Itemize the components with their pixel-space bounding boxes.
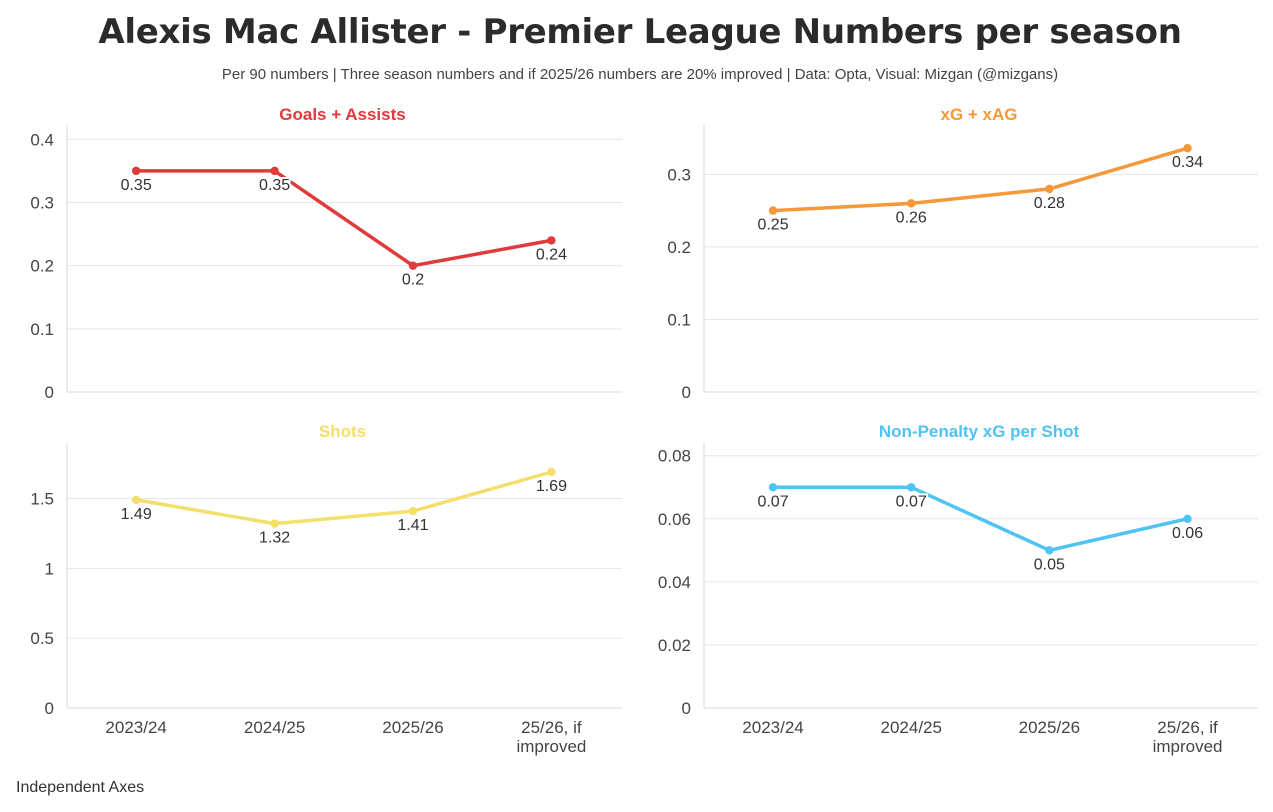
chart-panel-3: Shots 0 0.5 1 1.5 1.49 1.32 1.41 1.69 2023/24 2024…	[30, 422, 622, 756]
data-label: 0.25	[757, 217, 788, 234]
page-subtitle: Per 90 numbers | Three season numbers an…	[221, 66, 1059, 83]
panel-title: xG + xAG	[940, 105, 1017, 124]
y-tick-label: 1	[45, 559, 54, 578]
panel-title: Goals + Assists	[279, 105, 405, 124]
series-line	[134, 470, 554, 526]
panel-title: Non-Penalty xG per Shot	[879, 422, 1080, 441]
chart-panel-4: Non-Penalty xG per Shot 0 0.02 0.04 0.06 0.08…	[658, 422, 1258, 756]
y-tick-label: 0.1	[30, 320, 54, 339]
data-point[interactable]	[547, 236, 556, 245]
series-line	[771, 485, 1190, 553]
x-tick-label: 25/26, if improved	[1153, 718, 1223, 756]
y-tick-label: 0.1	[667, 310, 691, 329]
data-label: 1.41	[397, 517, 428, 534]
data-point[interactable]	[768, 483, 778, 492]
data-label: 0.24	[536, 246, 567, 263]
y-tick-label: 0.2	[667, 238, 691, 257]
chart-panel-2: xG + xAG 0 0.1 0.2 0.3 0.25 0.26 0.28 0.34	[667, 105, 1258, 402]
data-label: 0.35	[121, 177, 152, 194]
data-label: 0.26	[896, 209, 927, 226]
y-tick-label: 0	[45, 383, 54, 402]
data-point[interactable]	[131, 495, 141, 505]
data-point[interactable]	[1045, 184, 1054, 194]
x-tick-label: 2025/26	[1019, 718, 1080, 737]
chart-panel-1: Goals + Assists 0 0.1 0.2 0.3 0.4 0.35 0.35 0.2 0…	[30, 105, 622, 402]
x-tick-label: 2024/25	[881, 718, 942, 737]
axes-note: Independent Axes	[16, 779, 145, 796]
data-label: 0.07	[757, 493, 788, 510]
y-tick-label: 0.02	[658, 636, 691, 655]
y-tick-label: 0.2	[30, 257, 54, 276]
data-point[interactable]	[270, 166, 279, 176]
data-point[interactable]	[1183, 144, 1192, 153]
y-tick-label: 0.3	[667, 165, 691, 184]
y-tick-label: 1.5	[30, 489, 54, 508]
data-label: 0.34	[1172, 154, 1203, 171]
data-label: 1.69	[536, 478, 567, 495]
data-point[interactable]	[1045, 546, 1054, 555]
data-point[interactable]	[408, 506, 418, 516]
y-tick-label: 0	[682, 383, 691, 402]
data-label: 0.06	[1172, 525, 1203, 542]
data-point[interactable]	[408, 261, 418, 270]
data-point[interactable]	[131, 166, 141, 176]
x-tick-label: 2023/24	[105, 718, 166, 737]
y-tick-label: 0.5	[30, 629, 54, 648]
x-tick-label: 2023/24	[742, 718, 803, 737]
y-tick-label: 0.08	[658, 447, 691, 466]
data-label: 0.05	[1034, 556, 1065, 573]
data-label: 0.2	[402, 272, 424, 289]
data-point[interactable]	[907, 199, 916, 208]
y-tick-label: 0	[682, 699, 691, 718]
data-label: 1.32	[259, 530, 290, 547]
x-tick-label: 2025/26	[382, 718, 443, 737]
data-point[interactable]	[1183, 514, 1192, 523]
page-title: Alexis Mac Allister - Premier League Num…	[98, 12, 1182, 52]
x-tick-label: 25/26, if improved	[516, 718, 586, 756]
series-line	[771, 146, 1190, 213]
data-label: 0.28	[1034, 195, 1065, 212]
data-point[interactable]	[547, 467, 556, 477]
panel-title: Shots	[319, 422, 366, 441]
data-label: 1.49	[121, 506, 152, 523]
series-line	[134, 169, 554, 268]
y-tick-label: 0	[45, 699, 54, 718]
y-tick-label: 0.3	[30, 193, 54, 212]
y-tick-label: 0.4	[30, 130, 54, 149]
y-tick-label: 0.06	[658, 510, 691, 529]
data-label: 0.07	[896, 493, 927, 510]
y-tick-label: 0.04	[658, 573, 691, 592]
data-point[interactable]	[768, 206, 778, 215]
data-point[interactable]	[907, 483, 916, 492]
data-point[interactable]	[270, 519, 279, 528]
x-tick-label: 2024/25	[244, 718, 305, 737]
data-label: 0.35	[259, 177, 290, 194]
